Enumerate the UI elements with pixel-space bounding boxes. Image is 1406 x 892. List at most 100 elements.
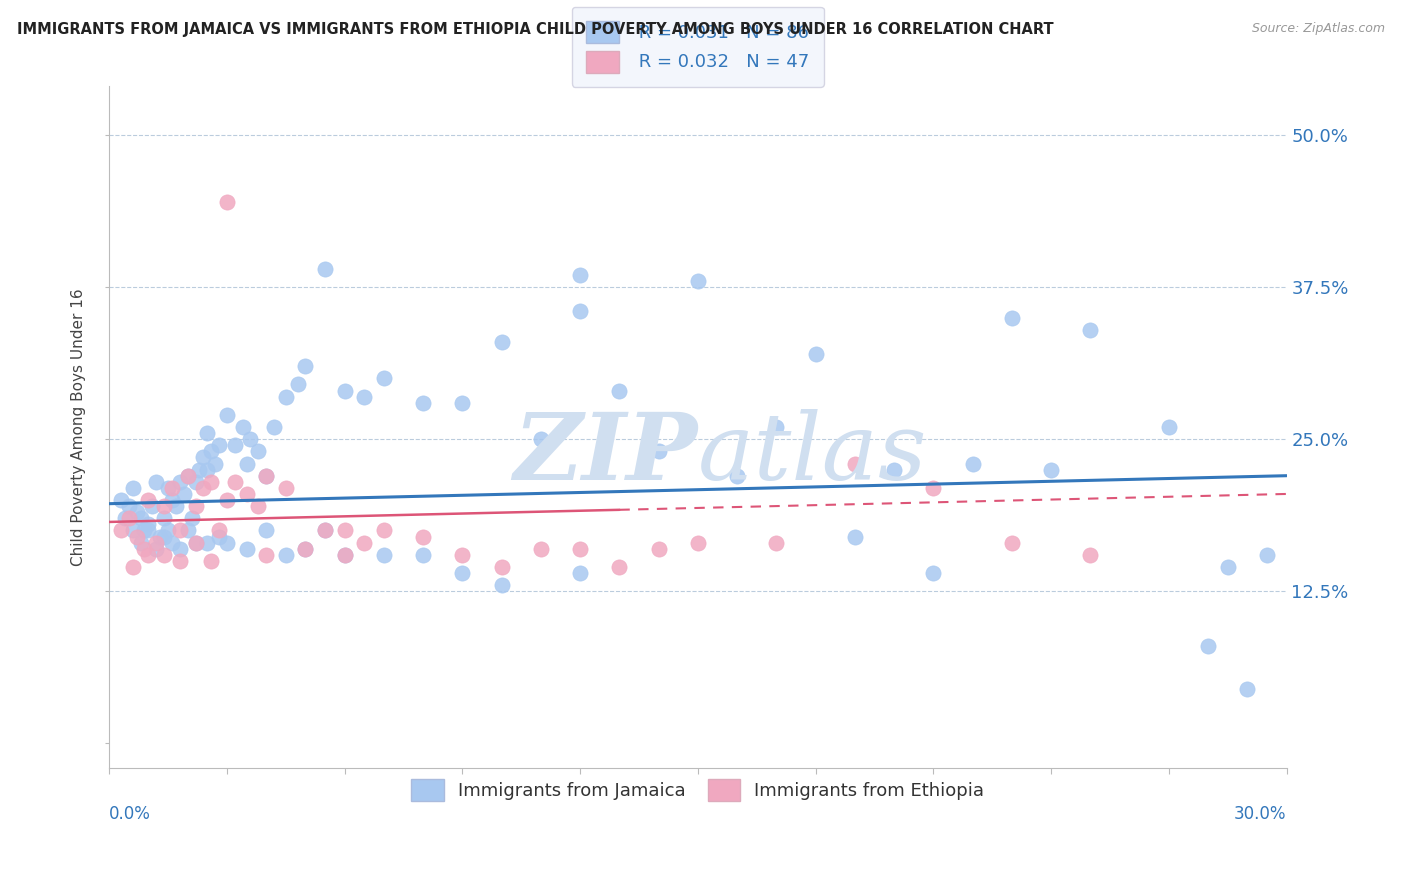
Point [153, 548, 176, 562]
Point [314, 524, 336, 538]
Point [134, 541, 156, 556]
Point [208, 438, 231, 452]
Point [160, 535, 183, 549]
Point [287, 377, 309, 392]
Point [195, 426, 218, 441]
Point [254, 524, 277, 538]
Text: 0.0%: 0.0% [110, 805, 150, 823]
Point [169, 541, 191, 556]
Point [138, 493, 160, 508]
Point [224, 438, 246, 452]
Point [804, 347, 827, 361]
Point [353, 390, 375, 404]
Point [333, 384, 356, 398]
Point [215, 535, 238, 549]
Text: Source: ZipAtlas.com: Source: ZipAtlas.com [1251, 22, 1385, 36]
Point [922, 481, 945, 495]
Point [149, 529, 172, 543]
Point [647, 541, 669, 556]
Point [176, 468, 198, 483]
Point [169, 524, 191, 538]
Point [129, 511, 152, 525]
Point [224, 475, 246, 489]
Point [145, 475, 167, 489]
Text: atlas: atlas [697, 409, 928, 500]
Point [247, 499, 270, 513]
Point [686, 274, 709, 288]
Point [1078, 323, 1101, 337]
Point [138, 548, 160, 562]
Point [176, 524, 198, 538]
Point [121, 524, 143, 538]
Point [110, 493, 132, 508]
Point [451, 395, 474, 409]
Point [569, 268, 592, 282]
Text: IMMIGRANTS FROM JAMAICA VS IMMIGRANTS FROM ETHIOPIA CHILD POVERTY AMONG BOYS UND: IMMIGRANTS FROM JAMAICA VS IMMIGRANTS FR… [17, 22, 1053, 37]
Point [765, 420, 787, 434]
Point [314, 524, 336, 538]
Point [1040, 462, 1063, 476]
Point [314, 261, 336, 276]
Point [451, 566, 474, 580]
Point [274, 548, 297, 562]
Point [184, 499, 207, 513]
Point [412, 529, 434, 543]
Point [373, 548, 395, 562]
Point [373, 524, 395, 538]
Point [208, 524, 231, 538]
Point [569, 541, 592, 556]
Point [239, 432, 262, 446]
Point [138, 524, 160, 538]
Point [193, 450, 215, 465]
Point [173, 487, 195, 501]
Point [153, 511, 176, 525]
Point [412, 395, 434, 409]
Point [235, 541, 257, 556]
Point [1078, 548, 1101, 562]
Point [138, 517, 160, 532]
Point [110, 524, 132, 538]
Point [165, 499, 187, 513]
Point [145, 541, 167, 556]
Point [274, 390, 297, 404]
Point [200, 475, 222, 489]
Point [451, 548, 474, 562]
Text: ZIP: ZIP [513, 409, 697, 500]
Point [530, 541, 553, 556]
Point [169, 475, 191, 489]
Point [215, 408, 238, 422]
Point [160, 481, 183, 495]
Point [125, 529, 148, 543]
Point [141, 499, 163, 513]
Point [1001, 310, 1024, 325]
Point [1236, 681, 1258, 696]
Point [235, 487, 257, 501]
Point [962, 457, 984, 471]
Point [232, 420, 254, 434]
Point [121, 481, 143, 495]
Point [169, 554, 191, 568]
Point [353, 535, 375, 549]
Point [294, 541, 316, 556]
Point [157, 481, 180, 495]
Point [118, 499, 141, 513]
Point [765, 535, 787, 549]
Point [208, 529, 231, 543]
Point [1256, 548, 1278, 562]
Point [200, 554, 222, 568]
Y-axis label: Child Poverty Among Boys Under 16: Child Poverty Among Boys Under 16 [72, 288, 86, 566]
Point [263, 420, 285, 434]
Legend: Immigrants from Jamaica, Immigrants from Ethiopia: Immigrants from Jamaica, Immigrants from… [402, 770, 994, 810]
Point [114, 511, 136, 525]
Point [118, 511, 141, 525]
Point [294, 359, 316, 374]
Point [922, 566, 945, 580]
Point [176, 468, 198, 483]
Text: 30.0%: 30.0% [1234, 805, 1286, 823]
Point [184, 535, 207, 549]
Point [609, 384, 631, 398]
Point [121, 560, 143, 574]
Point [491, 334, 513, 349]
Point [294, 541, 316, 556]
Point [125, 505, 148, 519]
